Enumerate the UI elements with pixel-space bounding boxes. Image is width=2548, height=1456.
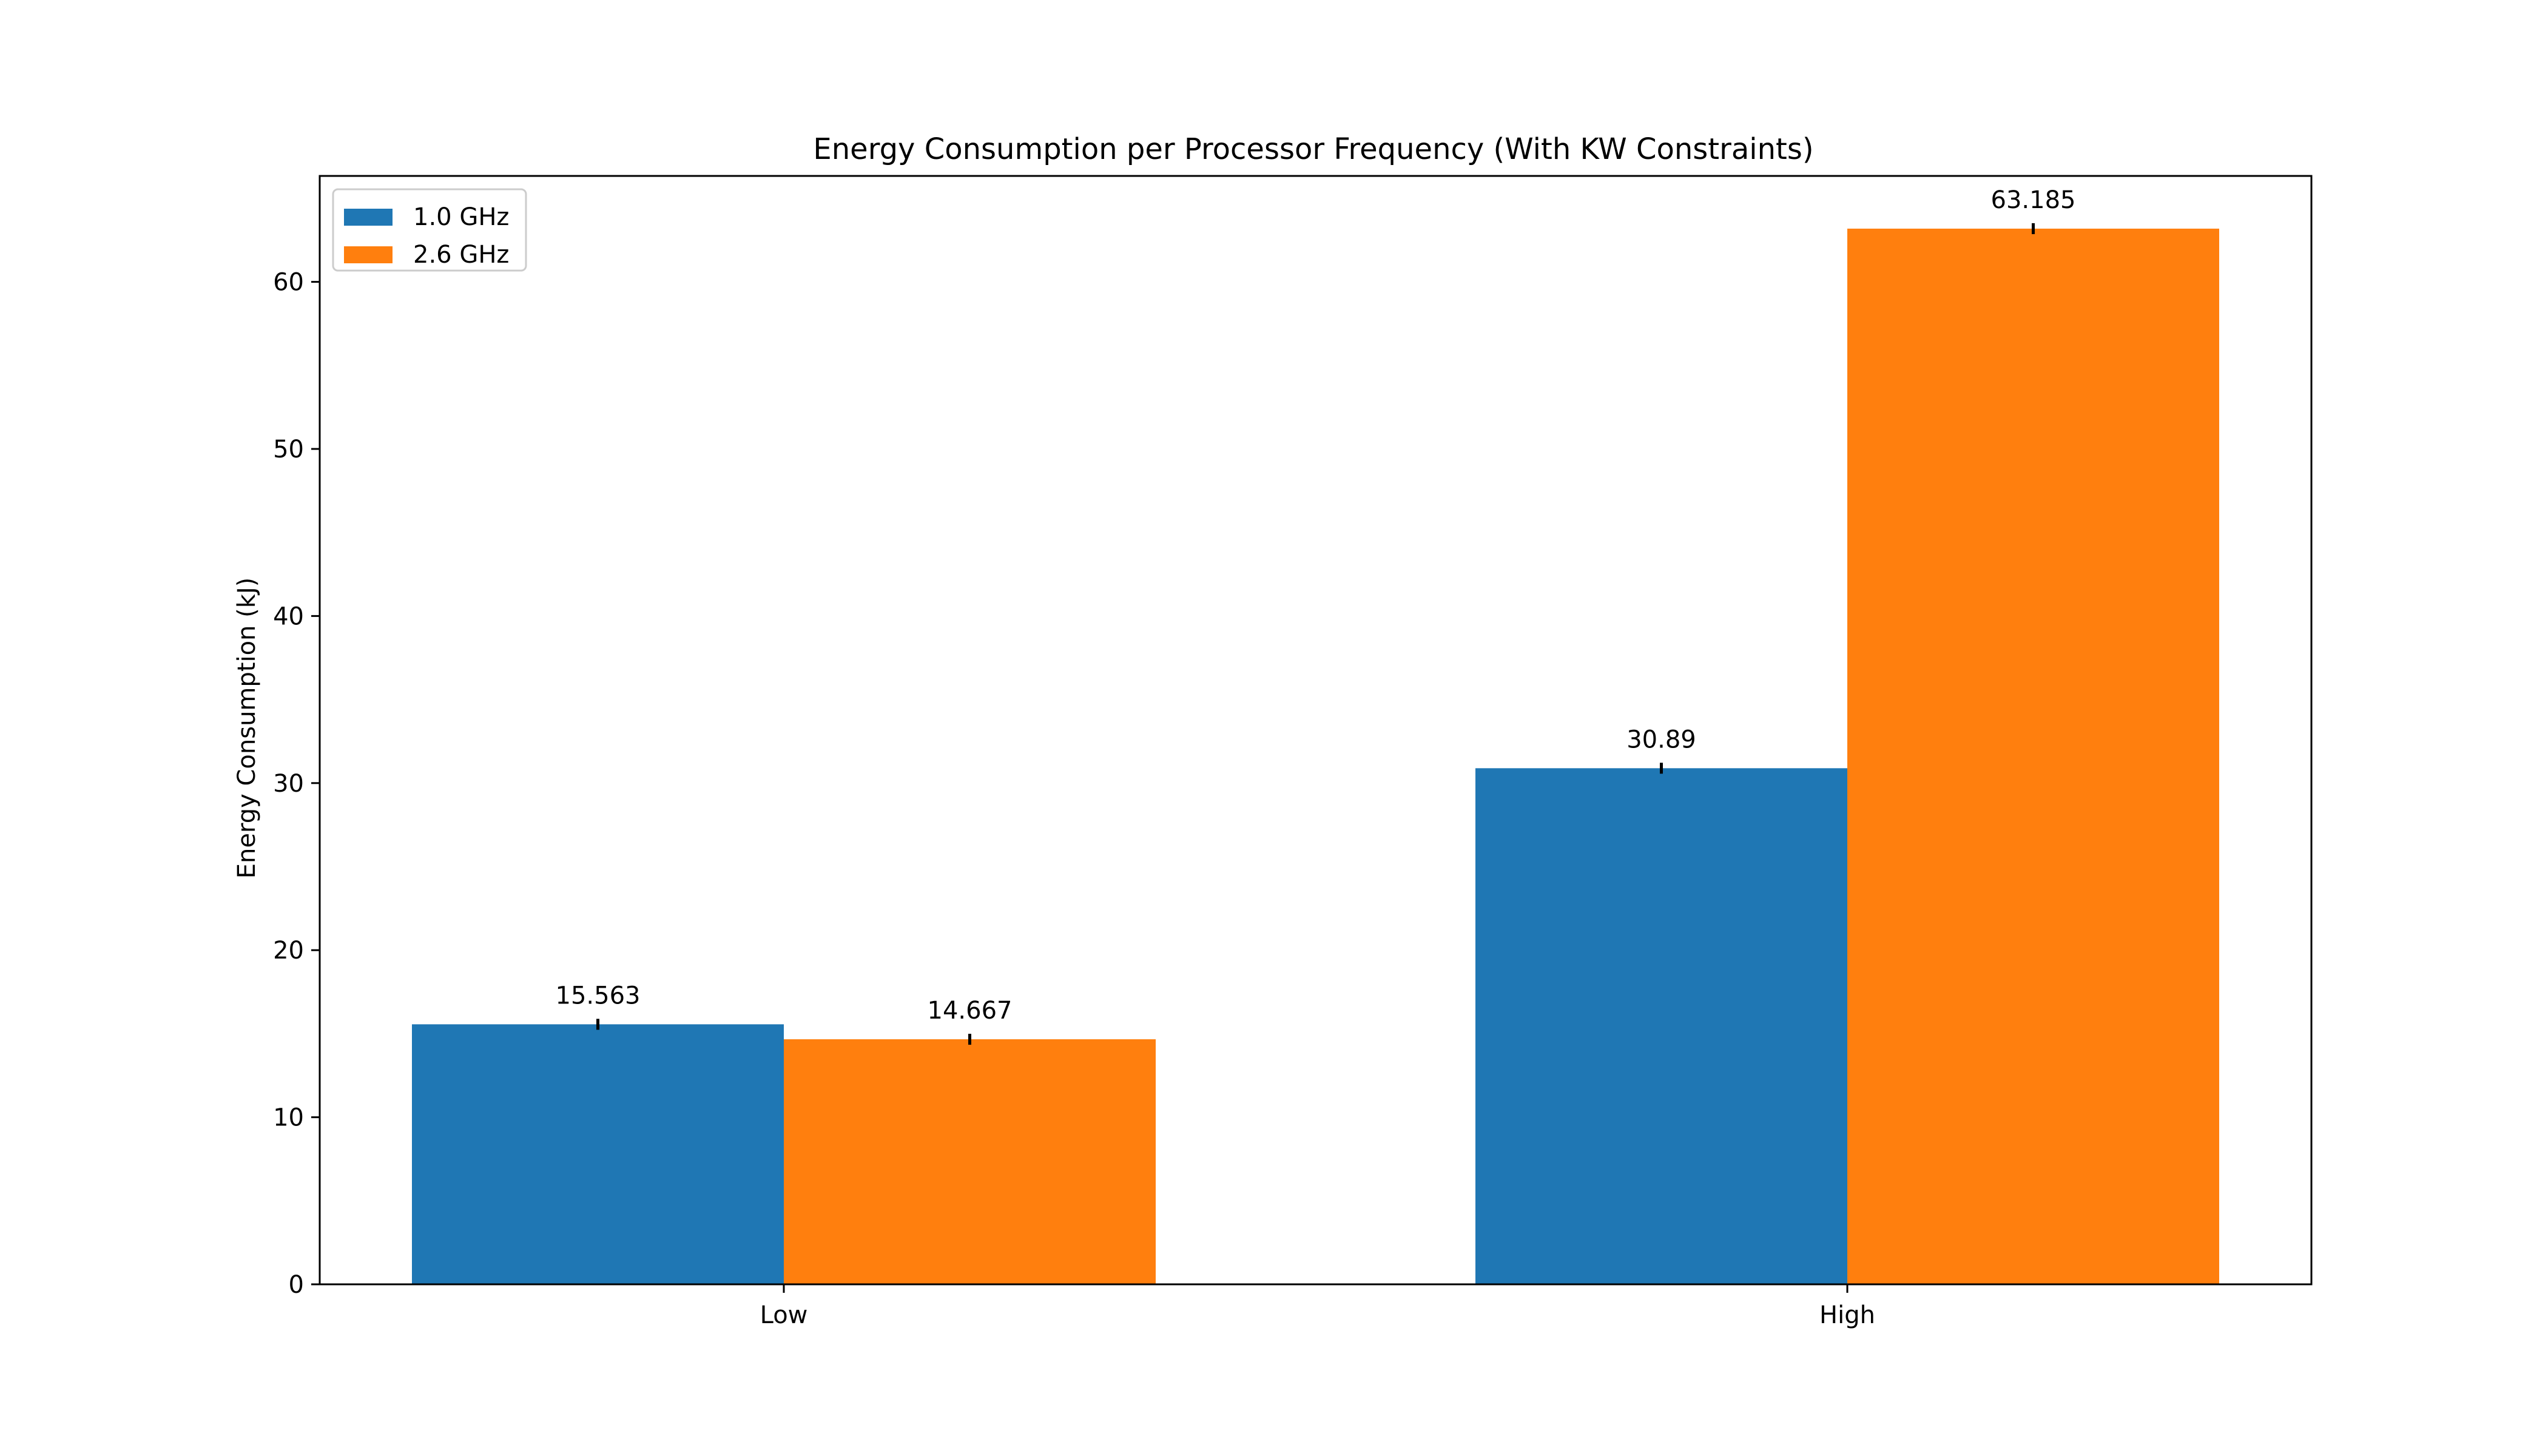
legend-swatch	[344, 246, 393, 263]
plot-area: 15.563 30.89 14.667 63.185 0 10 20 30 40 50 60 Low H…	[273, 175, 2313, 1329]
bar-1-0-ghz-low	[412, 1024, 784, 1284]
value-label: 15.563	[556, 982, 641, 1009]
y-tick-label: 0	[289, 1271, 304, 1299]
value-label: 63.185	[1991, 186, 2076, 214]
legend-swatch	[344, 209, 393, 226]
chart-title: Energy Consumption per Processor Frequen…	[813, 132, 1813, 166]
legend-label: 1.0 GHz	[413, 203, 509, 231]
y-tick-label: 10	[273, 1104, 304, 1132]
y-tick-label: 30	[273, 770, 304, 798]
bar-2-6-ghz-low	[784, 1039, 1156, 1284]
y-tick-label: 60	[273, 269, 304, 297]
x-tick-label: Low	[760, 1301, 808, 1329]
bar-2-6-ghz-high	[1847, 228, 2219, 1284]
value-label: 30.89	[1626, 726, 1696, 753]
value-label: 14.667	[928, 997, 1013, 1025]
legend: 1.0 GHz 2.6 GHz	[332, 188, 527, 272]
bar-1-0-ghz-high	[1475, 768, 1847, 1284]
y-tick-label: 20	[273, 937, 304, 965]
x-tick-label: High	[1819, 1301, 1875, 1329]
y-tick-label: 50	[273, 436, 304, 463]
y-axis-label: Energy Consumption (kJ)	[233, 578, 261, 879]
y-tick-label: 40	[273, 602, 304, 630]
legend-label: 2.6 GHz	[413, 241, 509, 269]
axes-frame	[318, 175, 2313, 1286]
